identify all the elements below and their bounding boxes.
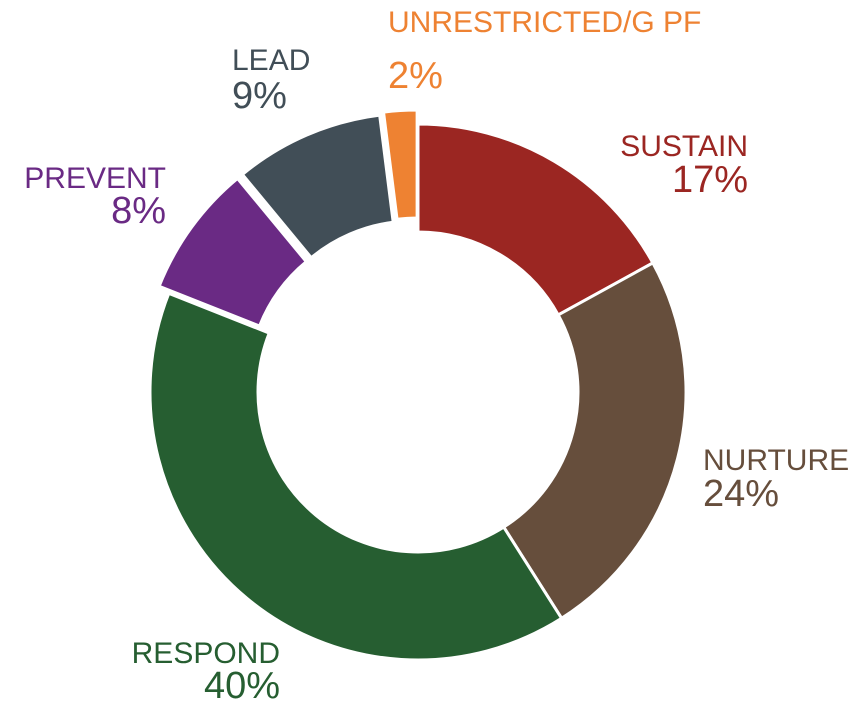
slice-value-label: 8% <box>111 190 166 232</box>
slice-label: SUSTAIN <box>620 130 748 163</box>
donut-slice <box>148 291 564 662</box>
slice-label: UNRESTRICTED/G PF <box>388 6 701 39</box>
slice-value-label: 40% <box>204 665 280 706</box>
donut-slice <box>381 108 419 221</box>
donut-slice <box>501 260 688 621</box>
slice-value-label: 2% <box>388 55 443 97</box>
slice-label: PREVENT <box>24 162 166 195</box>
slice-value-label: 17% <box>672 159 748 201</box>
slice-label: RESPOND <box>132 637 280 670</box>
slice-value-label: 9% <box>232 75 287 117</box>
donut-slice <box>240 113 395 260</box>
donut-slice <box>157 176 309 328</box>
slice-label: LEAD <box>232 44 310 77</box>
slice-label: NURTURE <box>703 444 849 477</box>
slice-value-label: 24% <box>703 473 779 515</box>
